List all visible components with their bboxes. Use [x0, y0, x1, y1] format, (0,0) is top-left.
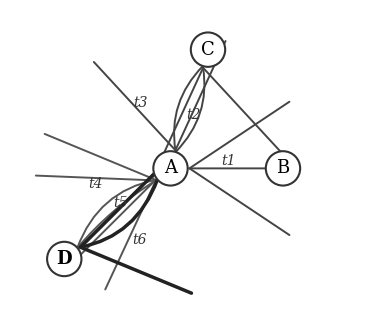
- Text: t1: t1: [221, 154, 236, 168]
- FancyArrowPatch shape: [94, 41, 225, 150]
- Text: t2: t2: [187, 108, 201, 122]
- Text: B: B: [276, 159, 290, 177]
- Circle shape: [191, 32, 225, 67]
- Circle shape: [47, 242, 82, 276]
- FancyArrowPatch shape: [190, 102, 290, 235]
- Text: C: C: [201, 41, 215, 59]
- Text: A: A: [164, 159, 177, 177]
- Text: D: D: [56, 250, 72, 268]
- FancyArrowPatch shape: [153, 68, 285, 177]
- Circle shape: [266, 151, 300, 186]
- Text: t3: t3: [134, 96, 148, 110]
- FancyArrowPatch shape: [36, 176, 156, 289]
- FancyArrowPatch shape: [45, 134, 156, 265]
- Circle shape: [153, 151, 188, 186]
- Text: t5: t5: [113, 196, 128, 210]
- FancyArrowPatch shape: [81, 162, 191, 293]
- Text: t6: t6: [132, 233, 146, 247]
- Text: t4: t4: [88, 177, 103, 191]
